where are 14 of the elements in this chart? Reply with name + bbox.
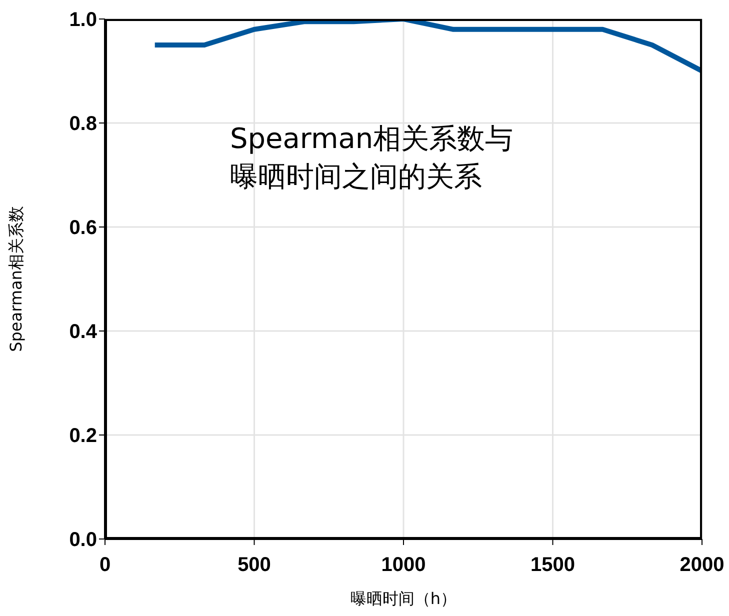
x-tick-label: 500 <box>238 554 271 576</box>
y-tick-label: 0.4 <box>69 321 98 344</box>
x-tick-label: 1500 <box>530 554 575 576</box>
y-tick-label: 0.8 <box>69 113 97 136</box>
y-tick-label: 0.2 <box>69 425 97 448</box>
x-axis-title: 曝晒时间（h） <box>350 589 457 608</box>
x-tick-label: 2000 <box>680 554 724 576</box>
annotation: Spearman相关系数与曝晒时间之间的关系 <box>230 121 514 195</box>
x-tick-label: 0 <box>99 554 111 576</box>
y-tick-label: 0.0 <box>69 529 97 552</box>
y-axis-title: Spearman相关系数 <box>6 206 26 352</box>
y-tick-label: 1.0 <box>69 9 97 32</box>
y-tick-label: 0.6 <box>69 217 97 240</box>
x-tick-label: 1000 <box>381 554 426 576</box>
